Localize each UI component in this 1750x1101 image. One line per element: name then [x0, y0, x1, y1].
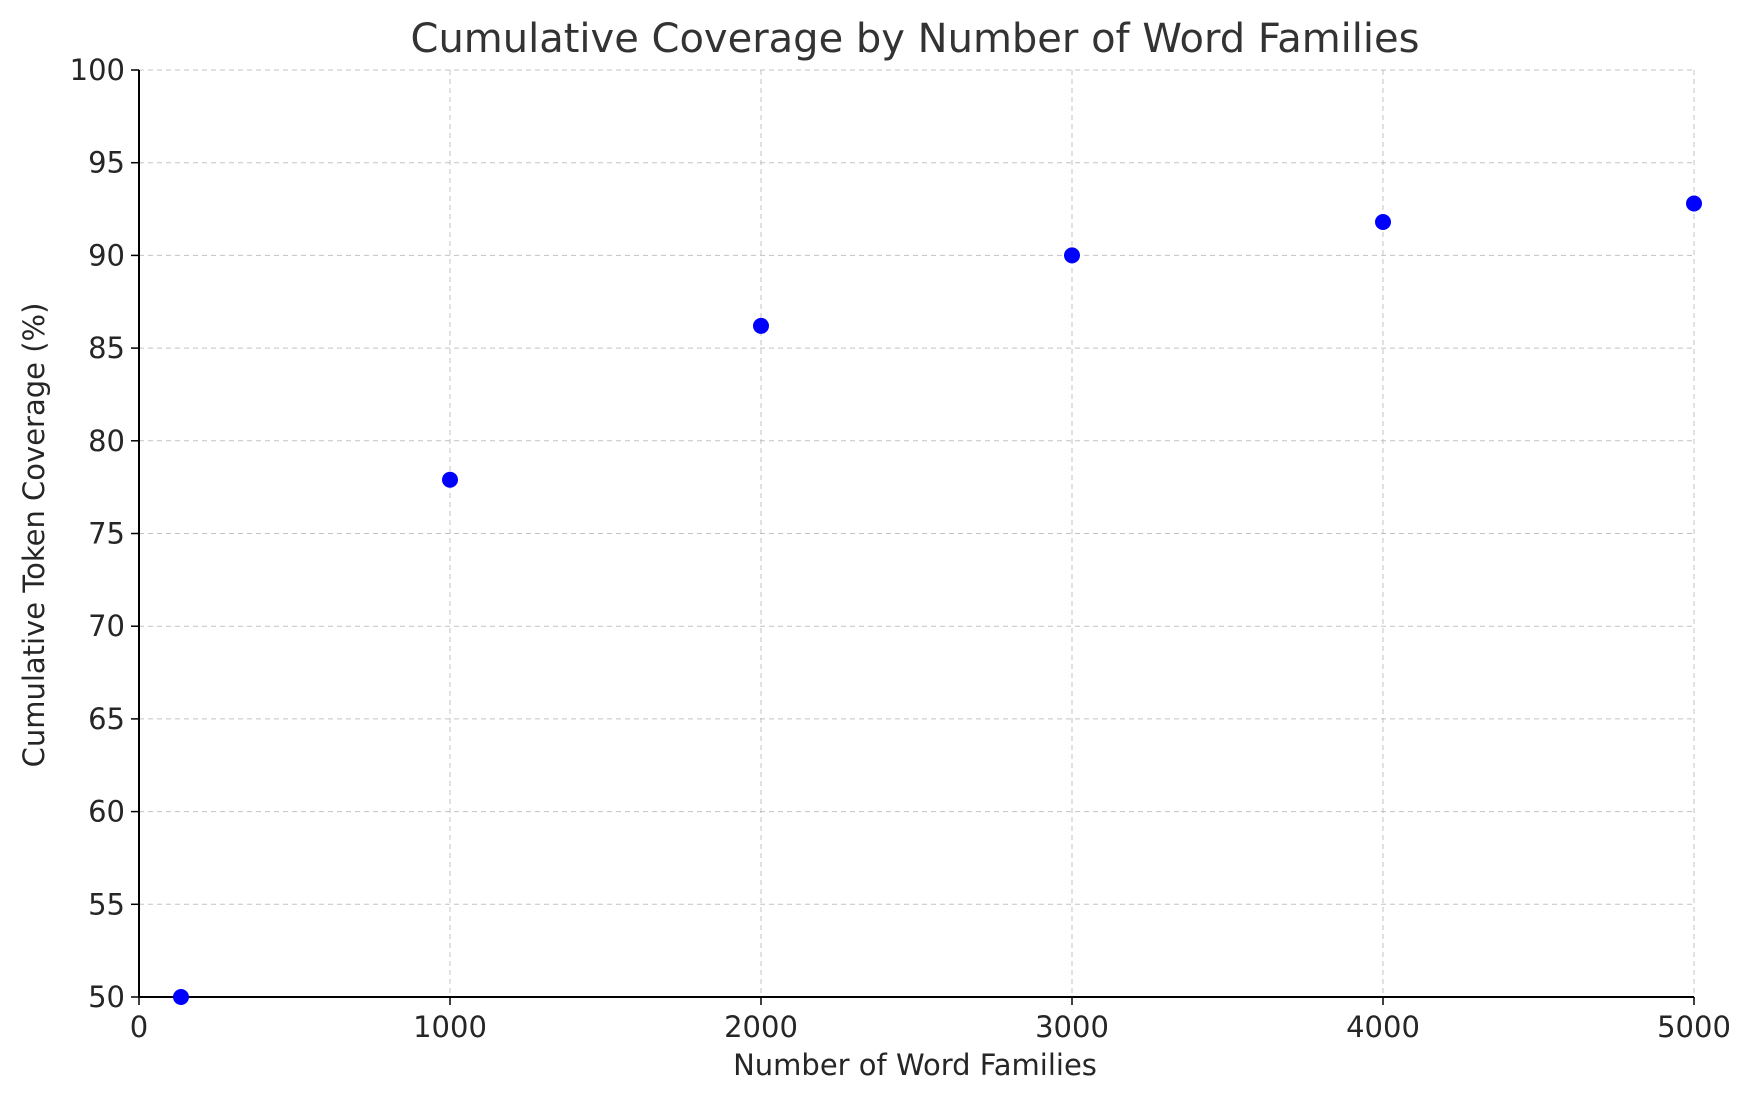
y-tick-label: 70 [88, 609, 125, 643]
y-tick-label: 100 [70, 53, 125, 87]
x-tick-label: 1000 [413, 1010, 487, 1044]
y-tick-label: 50 [88, 980, 125, 1014]
data-point [1064, 247, 1080, 264]
y-tick-label: 75 [88, 517, 125, 551]
y-tick-label: 95 [88, 146, 125, 180]
y-axis-title: Cumulative Token Coverage (%) [17, 303, 51, 768]
x-tick-label: 3000 [1035, 1010, 1109, 1044]
y-tick-label: 85 [88, 331, 125, 365]
data-point [753, 317, 769, 334]
x-tick-label: 2000 [724, 1010, 798, 1044]
grid-lines [138, 69, 1695, 998]
chart-title: Cumulative Coverage by Number of Word Fa… [411, 16, 1420, 62]
tick-labels: 0 1000 2000 3000 4000 5000 50 55 60 65 70 75 80 85 90 9… [70, 53, 1731, 1044]
y-tick-label: 55 [88, 887, 125, 921]
data-point [1375, 214, 1391, 231]
x-tick-label: 4000 [1346, 1010, 1420, 1044]
data-points [172, 195, 1702, 1005]
x-tick-label: 5000 [1657, 1010, 1731, 1044]
y-tick-label: 90 [88, 238, 125, 272]
x-tick-label: 0 [130, 1010, 148, 1044]
y-tick-label: 80 [88, 424, 125, 458]
data-point [1686, 195, 1702, 212]
y-tick-label: 60 [88, 795, 125, 829]
data-point [442, 471, 458, 488]
data-point [172, 989, 189, 1005]
x-axis-title: Number of Word Families [733, 1048, 1097, 1082]
y-tick-label: 65 [88, 702, 125, 736]
axes [131, 69, 1695, 1005]
